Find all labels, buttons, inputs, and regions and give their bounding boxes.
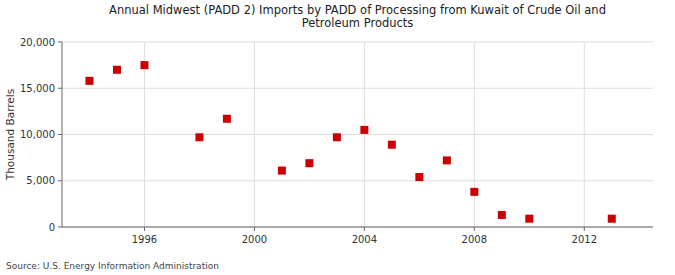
x-tick-label: 2012 xyxy=(572,234,597,245)
point xyxy=(498,211,506,219)
points xyxy=(85,61,615,223)
x-tick xyxy=(254,227,255,231)
x-tick-label: 1996 xyxy=(132,234,157,245)
y-tick xyxy=(58,88,62,89)
grid-line-y xyxy=(62,88,653,89)
grid-line-x xyxy=(474,42,475,227)
point xyxy=(415,173,423,181)
grid xyxy=(62,42,653,227)
grid-line-y xyxy=(62,180,653,181)
y-tick xyxy=(58,42,62,43)
source-note: Source: U.S. Energy Information Administ… xyxy=(6,261,219,271)
point xyxy=(140,61,148,69)
y-axis-label: Thousand Barrels xyxy=(4,89,16,181)
point xyxy=(388,141,396,149)
point xyxy=(360,126,368,134)
x-tick xyxy=(474,227,475,231)
x-tick xyxy=(584,227,585,231)
x-tick-label: 2004 xyxy=(352,234,377,245)
axes: 0 5,000 10,000 15,000 20,000 1996 2000 2004 2008… xyxy=(20,37,653,246)
grid-line-y xyxy=(62,227,653,228)
point xyxy=(470,188,478,196)
chart-container: Annual Midwest (PADD 2) Imports by PADD … xyxy=(0,0,675,275)
grid-line-x xyxy=(364,42,365,227)
point xyxy=(223,115,231,123)
y-axis-line xyxy=(62,42,63,227)
title: Annual Midwest (PADD 2) Imports by PADD … xyxy=(109,3,606,30)
y-tick-label: 0 xyxy=(49,222,55,233)
y-tick xyxy=(58,134,62,135)
y-tick-label: 5,000 xyxy=(26,175,55,186)
x-tick-label: 2008 xyxy=(462,234,487,245)
point xyxy=(443,156,451,164)
y-tick xyxy=(58,180,62,181)
grid-line-x xyxy=(254,42,255,227)
grid-line-x xyxy=(584,42,585,227)
point xyxy=(113,66,121,74)
grid-line-y xyxy=(62,134,653,135)
point xyxy=(525,215,533,223)
point xyxy=(195,133,203,141)
grid-line-y xyxy=(62,42,653,43)
y-tick xyxy=(58,227,62,228)
point xyxy=(305,159,313,167)
grid-line-x xyxy=(144,42,145,227)
y-tick-label: 10,000 xyxy=(20,129,55,140)
y-tick-label: 15,000 xyxy=(20,83,55,94)
chart: Annual Midwest (PADD 2) Imports by PADD … xyxy=(0,0,675,275)
x-tick xyxy=(144,227,145,231)
point xyxy=(278,167,286,175)
x-tick-label: 2000 xyxy=(242,234,267,245)
point xyxy=(85,77,93,85)
x-axis-line xyxy=(62,227,653,228)
point xyxy=(608,215,616,223)
point xyxy=(333,133,341,141)
y-tick-label: 20,000 xyxy=(20,37,55,48)
x-tick xyxy=(364,227,365,231)
title-line: Petroleum Products xyxy=(302,16,414,30)
title-line: Annual Midwest (PADD 2) Imports by PADD … xyxy=(109,3,606,17)
